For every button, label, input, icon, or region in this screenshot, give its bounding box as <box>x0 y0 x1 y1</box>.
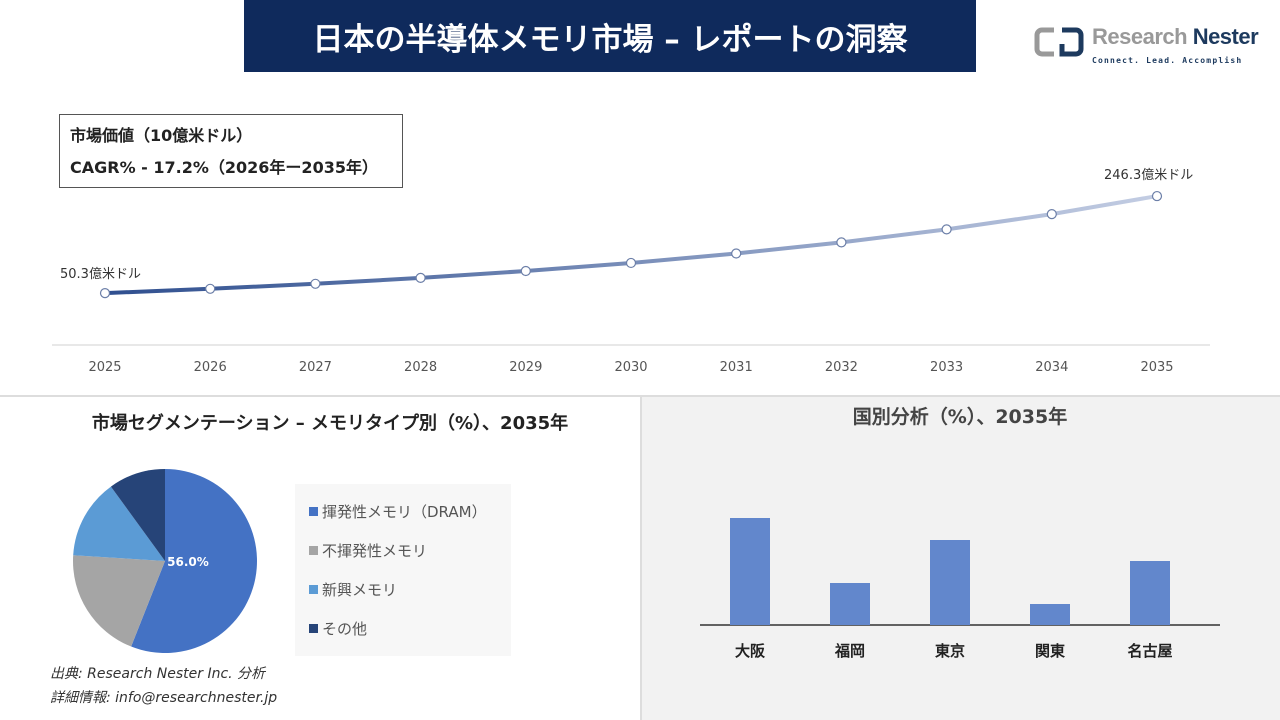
pie-slice <box>131 469 257 653</box>
x-tick-label: 関東 <box>1035 642 1065 660</box>
bar <box>830 583 870 625</box>
pie-slice <box>72 555 165 647</box>
data-label-last: 246.3億米ドル <box>1104 167 1193 183</box>
data-point <box>310 278 321 289</box>
pie-chart: 56.0% <box>72 469 257 653</box>
cagr-label: CAGR% - 17.2%（2026年ー2035年） <box>70 158 378 177</box>
contact-text: 詳細情報: info@researchnester.jp <box>50 690 278 706</box>
data-point <box>941 224 952 235</box>
x-tick-label: 2029 <box>509 360 542 375</box>
x-tick-label: 2032 <box>825 360 858 375</box>
bar-chart: 大阪 福岡 東京 関東 名古屋 <box>700 518 1220 660</box>
market-value-label: 市場価値（10億米ドル） <box>70 126 253 145</box>
logo-tagline: Connect. Lead. Accomplish <box>1092 56 1243 65</box>
data-point <box>731 248 742 259</box>
x-tick-label: 2030 <box>614 360 647 375</box>
legend-item: 不揮発性メモリ <box>309 531 497 570</box>
logo-name: Research <box>1092 24 1193 49</box>
x-tick-label: 2025 <box>88 360 121 375</box>
bar <box>930 540 970 625</box>
market-info-box: 市場価値（10億米ドル） CAGR% - 17.2%（2026年ー2035年） <box>59 114 403 188</box>
logo-mark-icon <box>1034 27 1084 57</box>
pie-legend: 揮発性メモリ（DRAM） 不揮発性メモリ 新興メモリその他 <box>295 484 511 656</box>
data-point <box>205 283 216 294</box>
pie-slice <box>73 486 165 561</box>
data-label-first: 50.3億米ドル <box>60 266 141 282</box>
x-tick-label: 東京 <box>935 642 965 660</box>
source-text: 出典: Research Nester Inc. 分析 <box>50 666 266 682</box>
x-tick-label: 2027 <box>299 360 332 375</box>
bar <box>1130 561 1170 625</box>
legend-label: 揮発性メモリ（DRAM） <box>322 503 487 521</box>
x-tick-label: 2031 <box>720 360 753 375</box>
data-point <box>836 237 847 248</box>
bar-chart-title: 国別分析（%）、2035年 <box>852 406 1068 428</box>
x-tick-label: 福岡 <box>834 642 865 660</box>
pie-chart-title: 市場セグメンテーション – メモリタイプ別（%）、2035年 <box>91 413 569 434</box>
x-tick-label: 2026 <box>194 360 227 375</box>
x-tick-label: 2028 <box>404 360 437 375</box>
legend-swatch <box>309 624 318 633</box>
legend-swatch <box>309 585 318 594</box>
page-title: 日本の半導体メモリ市場 – レポートの洞察 <box>244 0 976 72</box>
legend-label: 新興メモリ <box>322 581 398 599</box>
x-tick-label: 名古屋 <box>1127 642 1172 660</box>
data-point <box>99 288 111 299</box>
divider <box>0 395 1280 397</box>
data-point <box>1151 190 1163 202</box>
legend-item: 揮発性メモリ（DRAM） <box>309 492 497 531</box>
legend-swatch <box>309 546 318 555</box>
data-point <box>625 257 637 269</box>
series-line <box>104 194 1158 296</box>
bar <box>1030 604 1070 625</box>
logo: Research Nester Connect. Lead. Accomplis… <box>1034 24 1264 68</box>
footer: 出典: Research Nester Inc. 分析 詳細情報: info@r… <box>50 662 277 710</box>
legend-label: その他 <box>322 620 368 638</box>
x-tick-label: 2035 <box>1140 360 1173 375</box>
data-point <box>415 272 426 284</box>
line-chart: 2025 2026 2027 2028 2029 2030 2031 2032 2033 2034… <box>52 167 1210 375</box>
legend-label: 不揮発性メモリ <box>322 542 428 560</box>
bar <box>730 518 770 625</box>
logo-name-bold: Nester <box>1192 24 1259 49</box>
x-tick-label: 大阪 <box>735 642 766 660</box>
legend-item: その他 <box>309 609 497 648</box>
legend-item: 新興メモリ <box>309 570 497 609</box>
legend-swatch <box>309 507 318 516</box>
pie-slice <box>110 469 165 561</box>
x-tick-label: 2033 <box>930 360 963 375</box>
pie-data-label: 56.0% <box>167 555 209 569</box>
x-tick-label: 2034 <box>1035 360 1068 375</box>
data-point <box>520 265 531 277</box>
data-point <box>1046 209 1057 220</box>
